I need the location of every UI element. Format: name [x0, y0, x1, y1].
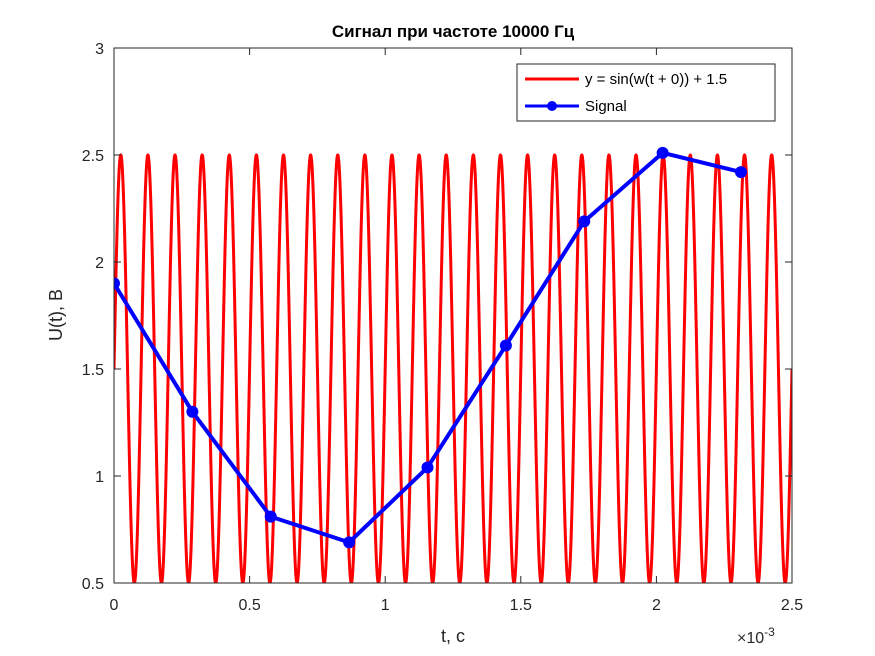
- signal-point: [499, 339, 512, 352]
- y-tick-label: 1.5: [82, 362, 104, 379]
- legend-box: [516, 63, 776, 122]
- y-tick-label: 3: [95, 41, 104, 58]
- legend-sine-label: y = sin(w(t + 0)) + 1.5: [585, 71, 727, 88]
- x-tick-label: 1: [381, 597, 390, 614]
- signal-point: [114, 277, 120, 290]
- x-tick-label: 2: [652, 597, 661, 614]
- x-axis-label: t, c: [441, 626, 465, 646]
- signal-point: [578, 215, 591, 228]
- x-tick-label: 0.5: [238, 597, 260, 614]
- x-tick-label: 2.5: [781, 597, 803, 614]
- y-axis-label: U(t), В: [46, 289, 66, 341]
- plot-border: [113, 47, 793, 584]
- signal-point: [186, 405, 199, 418]
- series-sine-line: [114, 153, 792, 583]
- y-tick-label: 1: [95, 469, 104, 486]
- chart-title: Сигнал при частоте 10000 Гц: [332, 22, 575, 41]
- signal-point: [264, 510, 277, 523]
- legend: y = sin(w(t + 0)) + 1.5 Signal: [516, 63, 776, 122]
- y-tick-label: 0.5: [82, 576, 104, 593]
- signal-point: [343, 536, 356, 549]
- legend-signal-marker: [547, 101, 557, 111]
- signal-point: [421, 461, 434, 474]
- series-layer: [114, 146, 792, 583]
- x-axis-ticks: 0 0.5 1 1.5 2 2.5: [110, 48, 803, 614]
- legend-signal-label: Signal: [585, 98, 627, 115]
- x-tick-label: 0: [110, 597, 119, 614]
- y-tick-label: 2: [95, 255, 104, 272]
- y-axis-ticks: 0.5 1 1.5 2 2.5 3: [82, 41, 792, 593]
- x-axis-exponent-base: ×10: [737, 630, 764, 647]
- x-tick-label: 1.5: [510, 597, 532, 614]
- x-axis-exponent: ×10-3: [737, 625, 775, 647]
- y-tick-label: 2.5: [82, 148, 104, 165]
- x-axis-exponent-power: -3: [764, 625, 775, 639]
- signal-point: [656, 146, 669, 159]
- signal-point: [735, 166, 748, 179]
